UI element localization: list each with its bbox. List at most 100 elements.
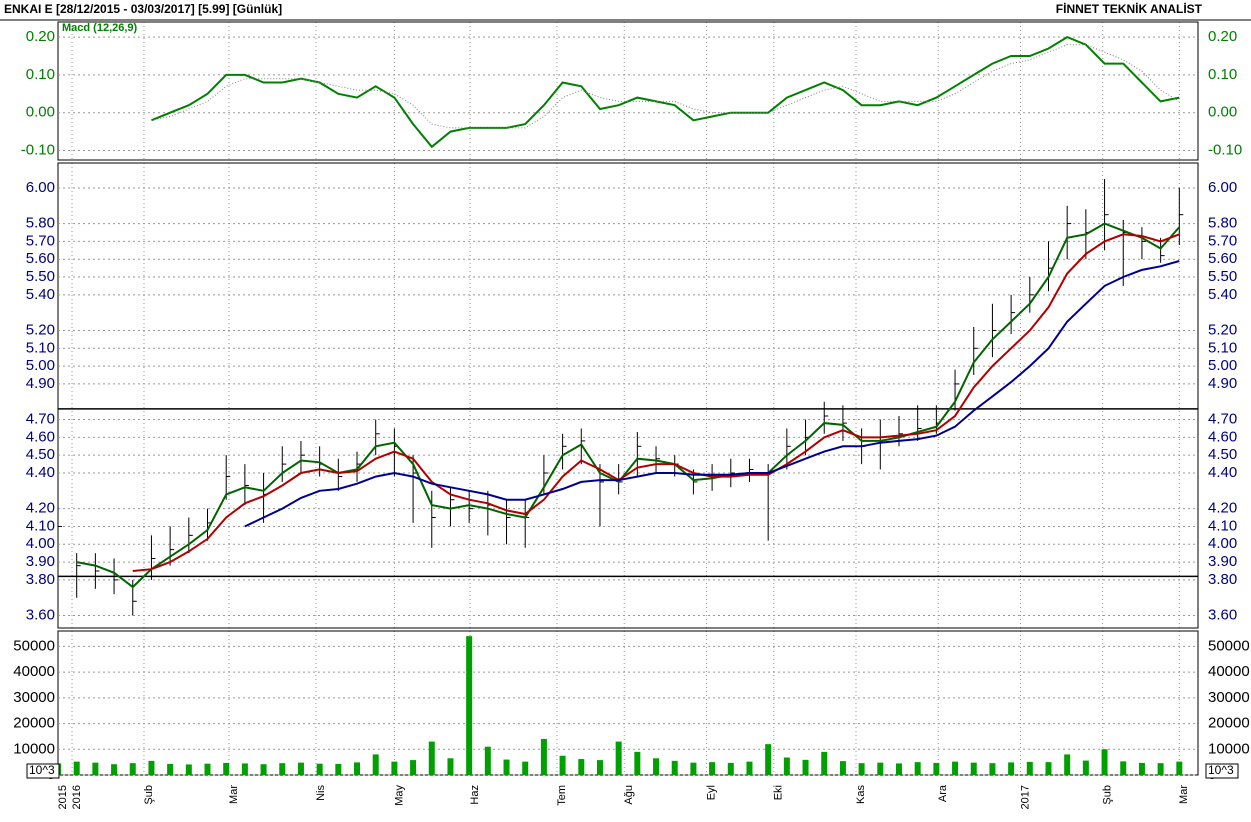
series-line — [132, 233, 1180, 572]
volume-bar — [615, 741, 622, 775]
y-tick-label: 4.00 — [26, 535, 55, 552]
volume-bar — [260, 764, 267, 775]
panel-frame — [57, 162, 1199, 629]
y-tick-label-right: 4.40 — [1208, 464, 1237, 481]
y-tick-label: 5.00 — [26, 357, 55, 374]
x-tick-label: Eyl — [705, 785, 717, 800]
y-tick-label: 5.40 — [26, 286, 55, 303]
y-tick-label: 6.00 — [26, 179, 55, 196]
y-tick-label-right: 5.50 — [1208, 268, 1237, 285]
x-tick-label: Nis — [315, 785, 327, 801]
x-tick-label: Eki — [773, 785, 785, 800]
volume-bar — [765, 744, 772, 775]
volume-bar — [540, 739, 547, 775]
panel-frame — [57, 21, 1199, 161]
volume-bar — [410, 760, 417, 775]
volume-bar — [653, 758, 660, 775]
volume-bar — [185, 764, 192, 775]
volume-bar — [1045, 762, 1052, 775]
x-tick-label: Ara — [937, 784, 949, 802]
volume-bar — [316, 763, 323, 775]
y-tick-label-right: 3.60 — [1208, 606, 1237, 623]
unit-label: 10^3 — [1208, 763, 1234, 777]
y-tick-label-right: 5.20 — [1208, 321, 1237, 338]
volume-bar — [559, 755, 566, 775]
y-tick-label: -0.10 — [21, 142, 55, 159]
volume-bar — [970, 762, 977, 775]
y-tick-label-right: 4.20 — [1208, 500, 1237, 517]
volume-bar — [858, 763, 865, 775]
series-line — [76, 222, 1181, 589]
y-tick-label-right: 5.60 — [1208, 250, 1237, 267]
volume-bar — [92, 762, 99, 775]
x-tick-label: May — [393, 785, 405, 806]
y-tick-label: 5.50 — [26, 268, 55, 285]
volume-bar — [1064, 754, 1071, 775]
volume-bar — [1120, 761, 1127, 775]
volume-bar — [1082, 760, 1089, 775]
y-tick-label-right: 3.80 — [1208, 571, 1237, 588]
y-tick-label-right: 5.80 — [1208, 215, 1237, 232]
volume-bar — [297, 762, 304, 775]
y-tick-label: 5.80 — [26, 215, 55, 232]
volume-bar — [578, 759, 585, 775]
y-tick-label-right: 50000 — [1208, 637, 1250, 654]
volume-bar — [1138, 762, 1145, 775]
volume-bar — [783, 757, 790, 775]
y-tick-label-right: 5.00 — [1208, 357, 1237, 374]
volume-bar — [1176, 761, 1183, 775]
y-tick-label-right: 6.00 — [1208, 179, 1237, 196]
volume-bar — [428, 741, 435, 775]
series-line — [151, 35, 1180, 149]
y-tick-label-right: 3.90 — [1208, 553, 1237, 570]
y-tick-label: 3.90 — [26, 553, 55, 570]
y-tick-label: 4.60 — [26, 428, 55, 445]
y-tick-label-right: 4.90 — [1208, 375, 1237, 392]
volume-bar — [989, 763, 996, 775]
volume-bar — [372, 754, 379, 775]
indicator-label: Macd (12,26,9) — [62, 22, 138, 34]
volume-bar — [466, 636, 473, 775]
y-tick-label: 4.20 — [26, 500, 55, 517]
x-tick-label: 2015 — [57, 785, 69, 809]
x-tick-label: Mar — [228, 785, 240, 804]
y-tick-label: 10000 — [13, 740, 55, 757]
y-tick-label-right: 4.10 — [1208, 517, 1237, 534]
volume-bar — [914, 762, 921, 775]
volume-bar — [129, 763, 136, 775]
x-tick-label: 2017 — [1019, 785, 1031, 809]
y-tick-label-right: 30000 — [1208, 689, 1250, 706]
volume-bar — [727, 762, 734, 775]
volume-bar — [877, 762, 884, 775]
y-tick-label: 0.00 — [26, 104, 55, 121]
volume-bar — [167, 763, 174, 775]
y-tick-label-right: -0.10 — [1208, 142, 1242, 159]
volume-bar — [73, 761, 80, 775]
y-tick-label: 0.10 — [26, 66, 55, 83]
y-tick-label: 5.10 — [26, 339, 55, 356]
x-tick-label: Tem — [556, 785, 568, 806]
y-tick-label-right: 5.10 — [1208, 339, 1237, 356]
volume-bar — [933, 762, 940, 775]
volume-bar — [1157, 763, 1164, 775]
y-tick-label: 4.90 — [26, 375, 55, 392]
y-tick-label: 50000 — [13, 637, 55, 654]
x-tick-label: Şub — [1102, 785, 1114, 805]
x-tick-label: Ağu — [623, 785, 635, 805]
y-tick-label-right: 10000 — [1208, 740, 1250, 757]
y-tick-label: 30000 — [13, 689, 55, 706]
volume-bar — [354, 762, 361, 775]
chart-title: ENKAI E [28/12/2015 - 03/03/2017] [5.99]… — [4, 2, 282, 16]
y-tick-label: 5.20 — [26, 321, 55, 338]
volume-bar — [1101, 749, 1108, 775]
x-tick-label: 2016 — [71, 785, 83, 809]
volume-bar — [204, 763, 211, 775]
y-tick-label: 4.10 — [26, 517, 55, 534]
x-tick-label: Haz — [469, 785, 481, 805]
y-tick-label: 5.70 — [26, 232, 55, 249]
x-tick-label: Şub — [143, 785, 155, 805]
volume-bar — [746, 761, 753, 775]
y-tick-label-right: 4.70 — [1208, 411, 1237, 428]
